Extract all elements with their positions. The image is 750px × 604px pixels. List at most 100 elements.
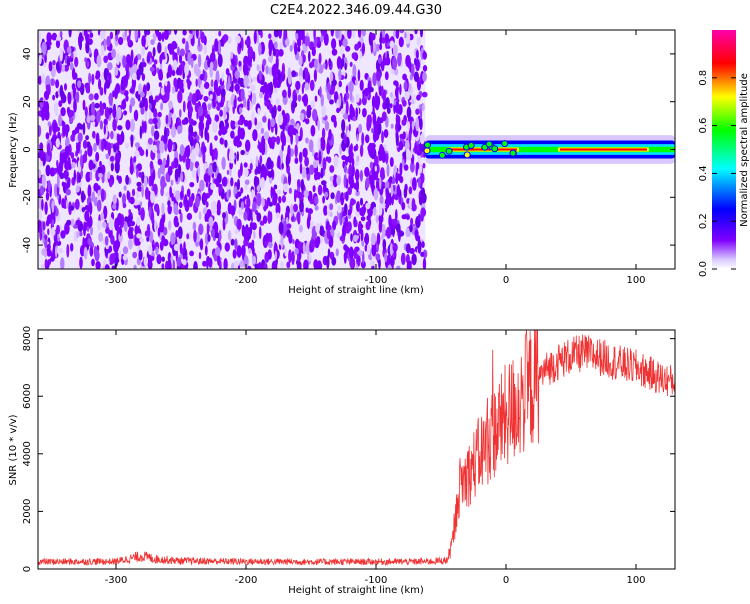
noise-blob: [235, 193, 239, 200]
noise-blob: [150, 190, 156, 204]
noise-blob: [374, 155, 379, 167]
noise-blob: [321, 105, 327, 118]
noise-blob: [350, 233, 353, 242]
noise-blob: [297, 215, 301, 225]
noise-blob: [189, 105, 193, 114]
noise-blob: [210, 182, 215, 191]
noise-blob: [390, 195, 394, 206]
noise-blob: [287, 71, 292, 85]
noise-blob: [52, 60, 56, 66]
noise-blob: [276, 189, 282, 195]
snr-x-tick-label: -100: [365, 575, 388, 586]
noise-blob: [197, 165, 201, 177]
noise-blob: [385, 97, 390, 110]
snr-y-tick-label: 4000: [22, 441, 33, 466]
noise-blob: [228, 149, 235, 164]
noise-blob: [170, 255, 174, 262]
noise-blob: [92, 130, 96, 139]
snr-x-tick-label: -300: [105, 575, 128, 586]
signal-core: [425, 146, 675, 153]
noise-blob: [272, 189, 276, 198]
noise-blob: [180, 247, 184, 256]
noise-blob: [309, 79, 315, 92]
noise-blob: [384, 33, 389, 44]
signal-blob: [438, 151, 446, 159]
noise-blob: [406, 260, 412, 269]
spectrogram-x-tick-label: 100: [626, 275, 645, 286]
noise-blob: [148, 118, 154, 125]
noise-blob: [122, 55, 127, 68]
noise-blob: [260, 140, 264, 150]
noise-blob: [281, 162, 284, 170]
noise-blob: [47, 121, 51, 127]
noise-blob: [203, 45, 207, 55]
noise-blob: [130, 49, 134, 62]
noise-blob: [398, 230, 405, 237]
noise-blob: [82, 99, 86, 111]
noise-blob: [84, 210, 90, 222]
noise-blob: [361, 132, 365, 146]
noise-blob: [361, 30, 366, 37]
noise-blob: [51, 219, 54, 227]
noise-blob: [233, 98, 237, 109]
noise-blob: [147, 137, 153, 145]
noise-blob: [72, 87, 76, 95]
noise-blob: [265, 232, 270, 241]
noise-blob: [202, 194, 208, 201]
noise-blob: [322, 195, 325, 204]
noise-blob: [405, 54, 411, 68]
noise-blob: [116, 52, 120, 66]
noise-blob: [369, 161, 374, 169]
noise-blob: [154, 95, 159, 103]
noise-blob: [170, 179, 174, 186]
noise-blob: [336, 232, 341, 239]
noise-blob: [51, 200, 55, 213]
noise-blob: [60, 230, 66, 239]
noise-blob: [104, 106, 110, 120]
noise-blob: [422, 51, 428, 60]
noise-blob: [73, 169, 77, 182]
noise-blob: [351, 52, 357, 60]
noise-blob: [38, 208, 43, 221]
noise-blob: [158, 69, 163, 81]
noise-blob: [395, 100, 399, 112]
noise-blob: [274, 123, 278, 136]
noise-blob: [366, 244, 371, 256]
noise-blob: [263, 131, 270, 141]
noise-blob: [420, 172, 425, 184]
noise-blob: [320, 167, 324, 179]
noise-blob: [359, 144, 364, 157]
noise-blob: [282, 123, 285, 133]
noise-blob: [302, 242, 306, 255]
noise-blob: [416, 36, 421, 46]
noise-blob: [42, 153, 46, 167]
noise-blob: [179, 201, 183, 209]
signal-blob: [509, 149, 517, 157]
noise-blob: [230, 120, 236, 130]
noise-blob: [100, 164, 106, 175]
noise-blob: [301, 95, 307, 103]
noise-blob: [93, 182, 99, 192]
noise-blob: [38, 30, 41, 43]
noise-blob: [78, 124, 84, 130]
noise-blob: [255, 155, 259, 167]
noise-blob: [252, 201, 257, 213]
noise-blob: [88, 93, 94, 101]
noise-blob: [391, 177, 396, 185]
noise-blob: [188, 132, 191, 142]
noise-blob: [112, 118, 117, 132]
noise-blob: [53, 167, 57, 175]
noise-blob: [379, 194, 384, 206]
noise-blob: [103, 205, 108, 220]
noise-blob: [351, 199, 357, 205]
noise-blob: [253, 30, 257, 44]
noise-blob: [315, 222, 320, 234]
noise-blob: [422, 65, 428, 72]
noise-blob: [290, 118, 294, 126]
noise-blob: [167, 263, 172, 269]
noise-blob: [174, 30, 178, 35]
noise-blob: [240, 149, 245, 156]
noise-blob: [308, 251, 312, 262]
